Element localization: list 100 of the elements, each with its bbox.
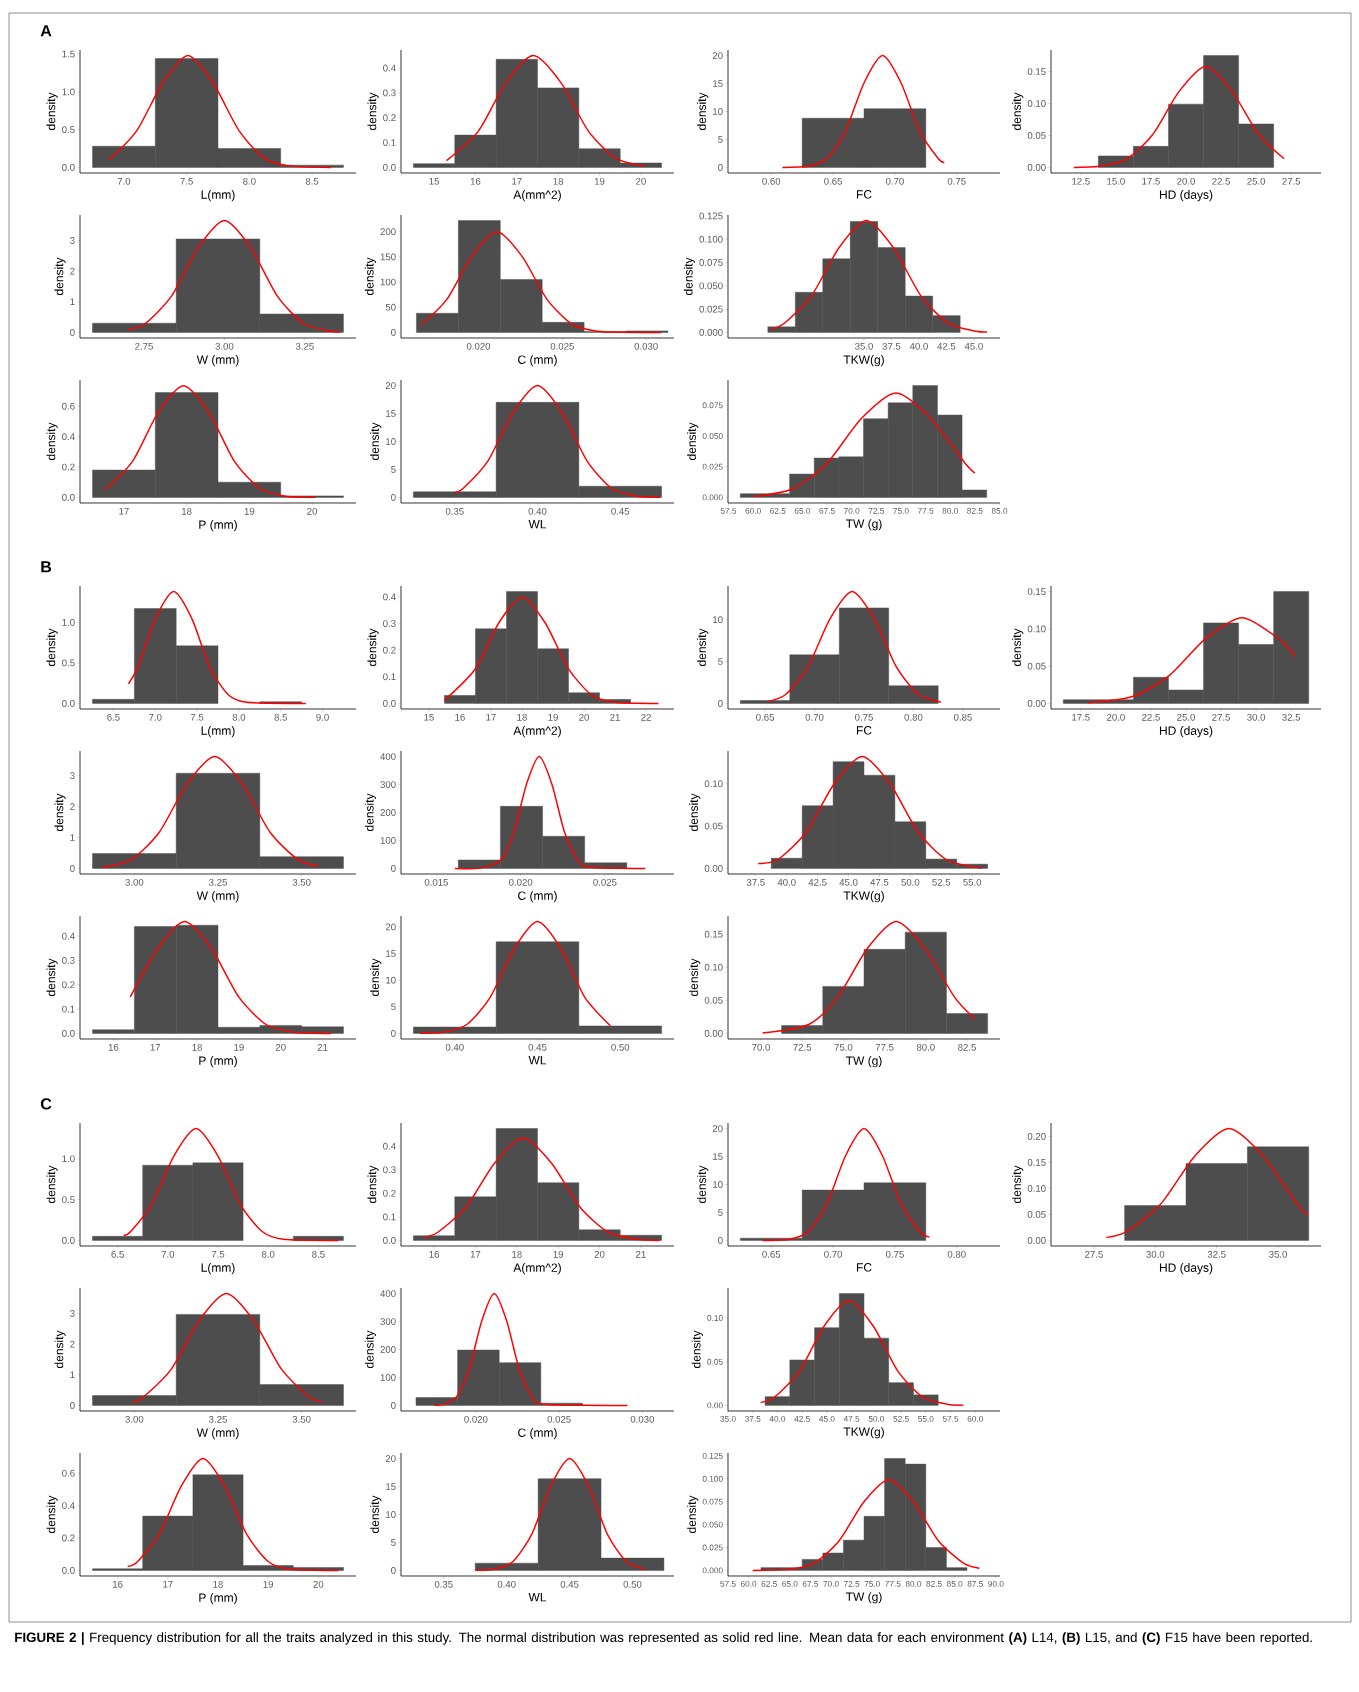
y-tick-label: 0.1 bbox=[62, 1005, 75, 1013]
y-tick-label: 15 bbox=[386, 950, 396, 957]
x-axis-title: L(mm) bbox=[201, 726, 235, 738]
y-axis-title: density bbox=[687, 422, 699, 460]
x-tick-label: 50.0 bbox=[868, 1415, 885, 1422]
x-tick-label: 60.0 bbox=[745, 507, 761, 514]
y-tick-label: 0.0 bbox=[383, 1237, 396, 1244]
y-axis-title: density bbox=[46, 1165, 58, 1203]
y-tick-label: 10 bbox=[386, 1511, 396, 1518]
x-tick-label: 0.65 bbox=[824, 177, 843, 185]
x-tick-label: 16 bbox=[108, 1043, 119, 1051]
y-tick-label: 0 bbox=[718, 1237, 723, 1244]
x-tick-label: 22.5 bbox=[1212, 177, 1230, 185]
y-tick-label: 0.05 bbox=[704, 996, 723, 1004]
y-tick-label: 5 bbox=[391, 1003, 396, 1011]
y-tick-label: 400 bbox=[380, 1290, 396, 1297]
x-tick-label: 77.5 bbox=[875, 1043, 894, 1051]
x-tick-label: 15 bbox=[424, 713, 434, 721]
y-tick-label: 10 bbox=[713, 108, 723, 115]
y-tick-label: 50 bbox=[385, 303, 396, 311]
y-tick-label: 0 bbox=[70, 865, 75, 872]
x-axis-title: WL bbox=[528, 520, 547, 529]
x-tick-label: 0.80 bbox=[947, 1250, 966, 1258]
x-tick-label: 0.70 bbox=[885, 177, 904, 185]
x-axis-title: W (mm) bbox=[196, 891, 239, 903]
y-axis-title: density bbox=[697, 628, 709, 666]
x-tick-label: 45.0 bbox=[819, 1415, 835, 1422]
x-tick-label: 0.030 bbox=[634, 342, 658, 350]
x-tick-label: 17 bbox=[119, 507, 129, 515]
x-tick-label: 27.5 bbox=[1282, 177, 1301, 185]
x-axis-title: FC bbox=[856, 726, 872, 735]
x-tick-label: 82.5 bbox=[958, 1043, 976, 1051]
y-tick-label: 0.00 bbox=[1027, 1237, 1046, 1244]
x-axis-title: P (mm) bbox=[199, 1593, 237, 1605]
y-tick-label: 3 bbox=[70, 772, 75, 780]
y-tick-label: 100 bbox=[380, 278, 396, 286]
x-tick-label: 0.65 bbox=[762, 1250, 781, 1258]
y-tick-label: 15 bbox=[713, 1153, 723, 1160]
y-tick-label: 0.4 bbox=[62, 932, 75, 940]
x-tick-label: 9.0 bbox=[316, 713, 329, 721]
x-tick-label: 62.5 bbox=[761, 1580, 777, 1587]
x-tick-label: 80.0 bbox=[905, 1580, 922, 1587]
y-tick-label: 0.1 bbox=[383, 139, 396, 146]
x-tick-label: 8.5 bbox=[312, 1250, 325, 1258]
x-tick-label: 17.5 bbox=[1072, 713, 1090, 721]
x-axis-title: WL bbox=[528, 1056, 547, 1065]
y-axis-title: density bbox=[697, 1165, 709, 1203]
x-tick-label: 22.5 bbox=[1142, 713, 1160, 721]
x-tick-label: 25.0 bbox=[1247, 177, 1266, 185]
y-axis-title: density bbox=[697, 92, 709, 130]
y-axis-title: density bbox=[687, 1495, 699, 1533]
x-tick-label: 0.85 bbox=[953, 713, 972, 721]
x-tick-label: 8.5 bbox=[305, 177, 319, 185]
y-tick-label: 1.5 bbox=[62, 50, 75, 58]
y-axis-title: density bbox=[46, 958, 58, 996]
y-tick-label: 5 bbox=[718, 136, 723, 143]
x-tick-label: 8.5 bbox=[274, 713, 287, 721]
x-tick-label: 0.75 bbox=[855, 713, 873, 721]
x-tick-label: 32.5 bbox=[1207, 1250, 1226, 1258]
y-tick-label: 0.10 bbox=[1027, 625, 1046, 633]
y-tick-label: 0.05 bbox=[707, 1358, 723, 1365]
x-tick-label: 65.0 bbox=[794, 507, 811, 514]
x-tick-label: 55.0 bbox=[918, 1415, 934, 1422]
x-tick-label: 0.45 bbox=[560, 1580, 579, 1588]
x-axis-title: TW (g) bbox=[845, 519, 882, 531]
y-tick-label: 5 bbox=[718, 1209, 723, 1216]
y-tick-label: 0.4 bbox=[383, 1142, 396, 1150]
x-tick-label: 67.5 bbox=[802, 1580, 819, 1587]
x-tick-label: 0.75 bbox=[885, 1250, 904, 1258]
y-tick-label: 1 bbox=[70, 834, 75, 841]
x-tick-label: 0.025 bbox=[547, 1415, 571, 1423]
y-tick-label: 150 bbox=[380, 253, 396, 261]
x-tick-label: 3.00 bbox=[215, 342, 234, 350]
x-tick-label: 19 bbox=[548, 713, 558, 721]
x-tick-label: 45.0 bbox=[839, 878, 858, 886]
x-tick-label: 57.5 bbox=[942, 1415, 959, 1422]
x-tick-label: 20 bbox=[313, 1580, 324, 1588]
x-tick-label: 21 bbox=[317, 1043, 328, 1051]
x-tick-label: 17 bbox=[512, 177, 522, 185]
y-tick-label: 20 bbox=[385, 382, 396, 389]
y-tick-label: 0.0 bbox=[62, 700, 75, 707]
x-axis-title: C (mm) bbox=[518, 891, 557, 903]
y-tick-label: 0.0 bbox=[62, 1030, 75, 1037]
x-tick-label: 7.0 bbox=[161, 1250, 175, 1258]
x-tick-label: 90.0 bbox=[988, 1580, 1004, 1587]
y-tick-label: 0.0 bbox=[383, 700, 396, 707]
x-tick-label: 0.60 bbox=[762, 177, 781, 185]
x-tick-label: 0.75 bbox=[947, 177, 966, 185]
y-tick-label: 20 bbox=[385, 1455, 396, 1462]
y-tick-label: 1.0 bbox=[62, 1155, 75, 1163]
x-axis-title: A(mm^2) bbox=[513, 1263, 561, 1275]
y-tick-label: 0.075 bbox=[702, 1498, 723, 1505]
x-tick-label: 57.5 bbox=[720, 1580, 736, 1587]
y-axis-title: density bbox=[370, 1495, 382, 1533]
y-axis-title: density bbox=[54, 1330, 66, 1368]
text: B bbox=[41, 561, 52, 573]
x-tick-label: 0.35 bbox=[434, 1580, 453, 1588]
y-tick-label: 0.2 bbox=[383, 646, 396, 654]
x-axis-title: FC bbox=[856, 190, 872, 199]
x-tick-label: 40.0 bbox=[769, 1415, 786, 1422]
